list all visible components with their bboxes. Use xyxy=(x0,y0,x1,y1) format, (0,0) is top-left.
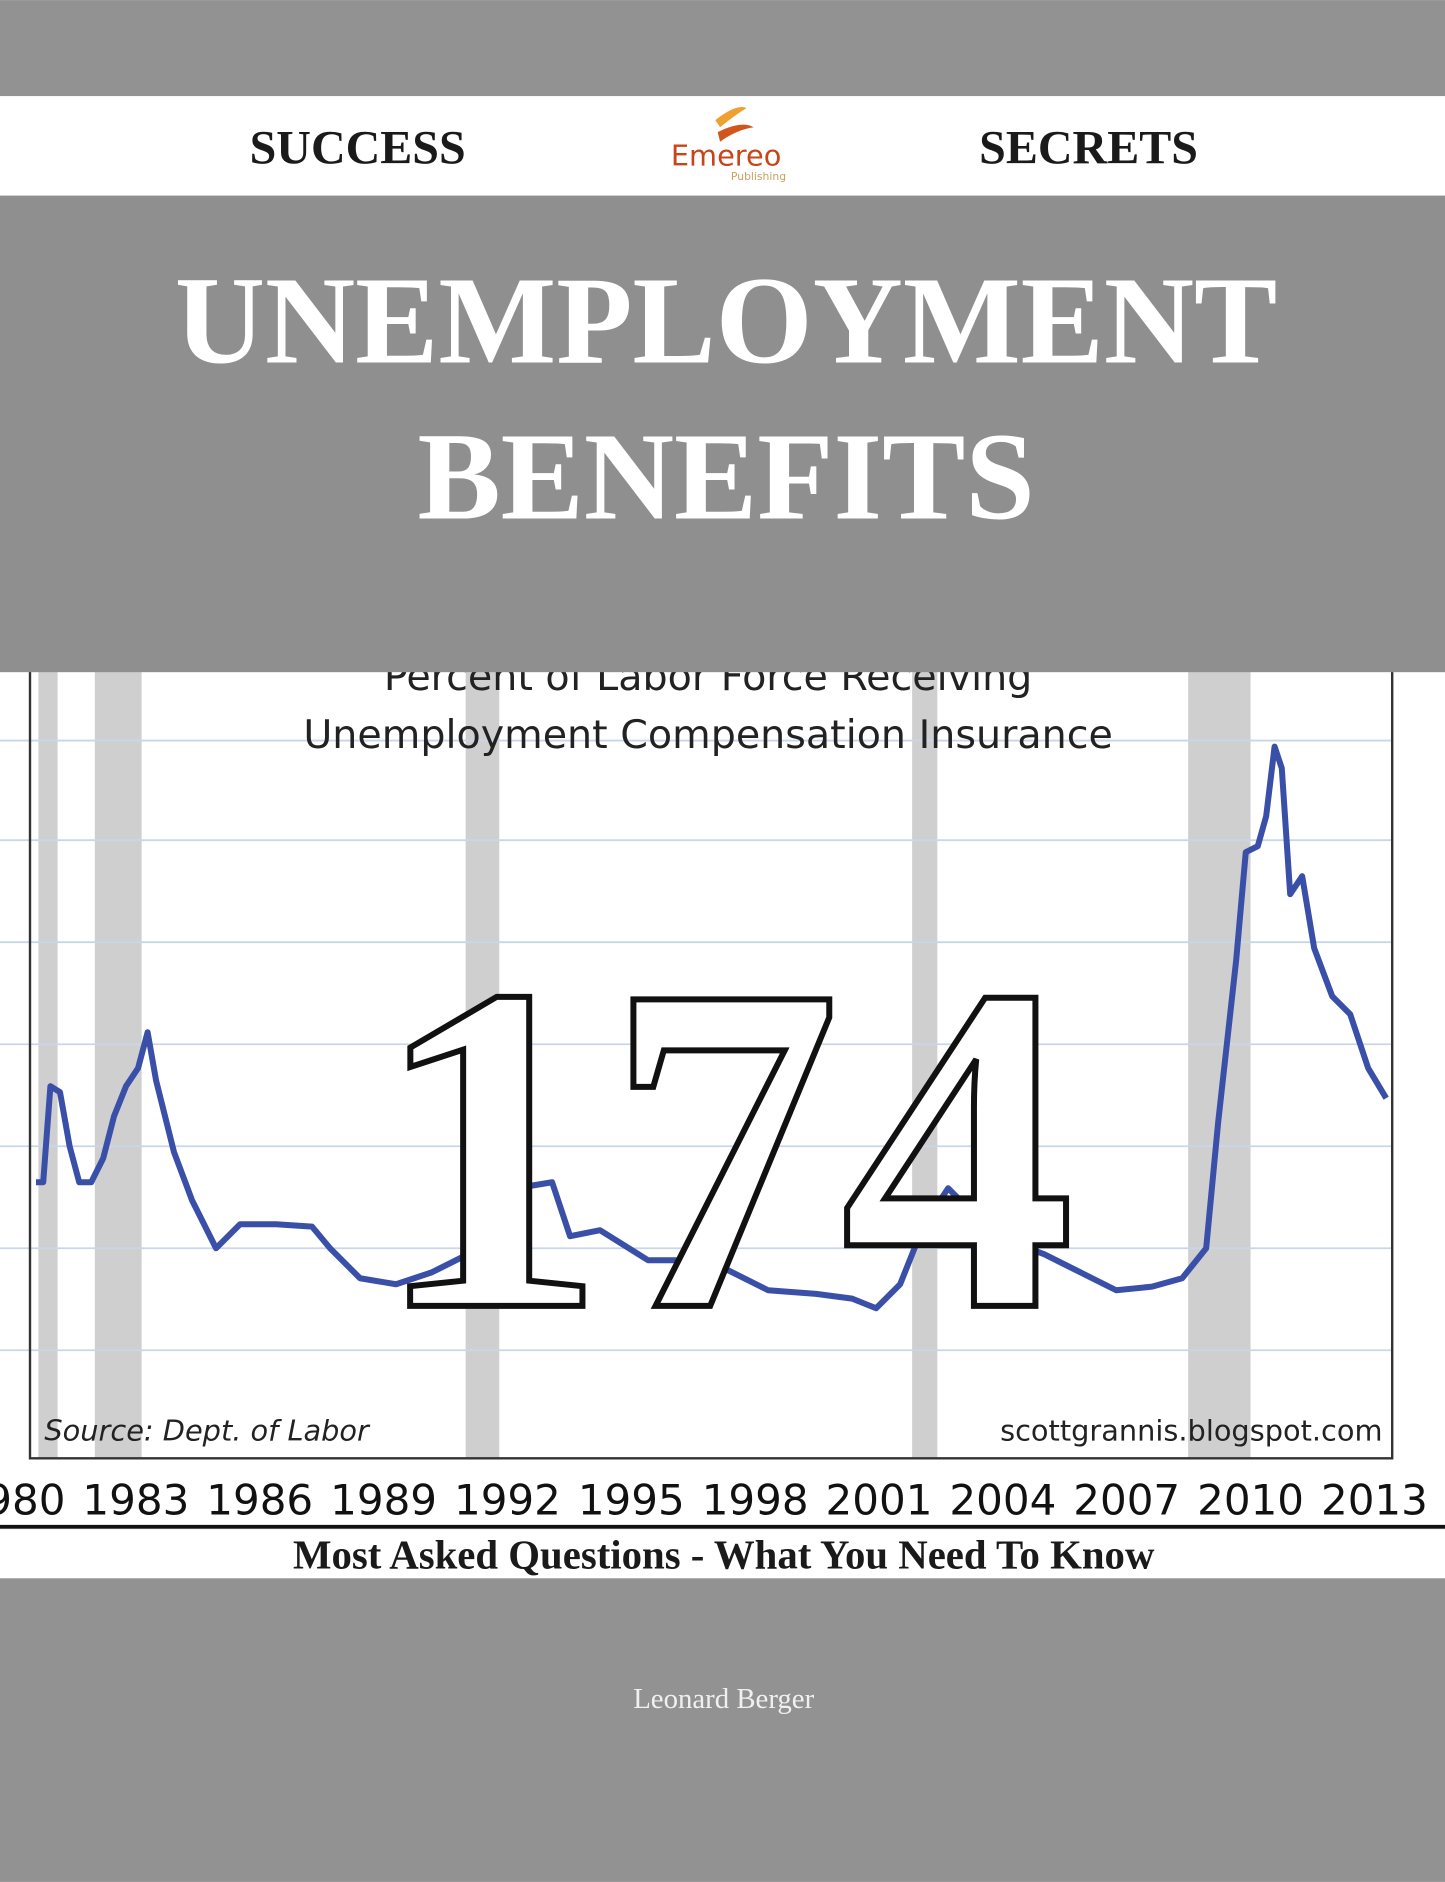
recession-band xyxy=(94,648,142,1459)
x-label: 1989 xyxy=(330,1476,437,1525)
x-label: 1992 xyxy=(454,1476,561,1525)
x-label: 1986 xyxy=(206,1476,313,1525)
recession-bands xyxy=(38,648,1251,1459)
recession-band xyxy=(38,648,58,1459)
x-label: 1983 xyxy=(82,1476,189,1525)
x-label: 2001 xyxy=(826,1476,933,1525)
title-line: UNEMPLOYMENT xyxy=(175,252,1277,390)
x-label: 1995 xyxy=(578,1476,685,1525)
subtitle: Most Asked Questions - What You Need To … xyxy=(293,1533,1155,1578)
title-band xyxy=(0,195,1445,673)
chart-title-line: Unemployment Compensation Insurance xyxy=(303,712,1113,758)
x-label: 1998 xyxy=(702,1476,809,1525)
recession-band xyxy=(912,648,938,1459)
x-label: 2010 xyxy=(1197,1476,1304,1525)
header-left: SUCCESS xyxy=(250,121,466,174)
chart-line xyxy=(36,743,1389,1312)
x-label: 2007 xyxy=(1073,1476,1180,1525)
x-label: 2013 xyxy=(1321,1476,1428,1525)
subtitle-band xyxy=(0,1529,1445,1579)
logo-mark xyxy=(715,107,747,128)
chart-credit: scottgrannis.blogspot.com xyxy=(1000,1413,1383,1447)
grid xyxy=(0,739,1393,1352)
x-label: 1980 xyxy=(0,1476,65,1525)
logo-text: Emereo xyxy=(671,139,782,173)
x-labels: 1980 1983 1986 1989 1992 1995 1998 2001 2004 2007… xyxy=(0,1476,1428,1525)
recession-band xyxy=(1188,648,1251,1459)
background-chart: Percent of Labor Force Receiving Unemplo… xyxy=(0,648,1445,1527)
header-right: SECRETS xyxy=(979,121,1198,174)
question-count: 174 xyxy=(373,890,1075,1408)
author: Leonard Berger xyxy=(633,1683,814,1715)
logo-subtext: Publishing xyxy=(731,170,786,183)
chart-source: Source: Dept. of Labor xyxy=(44,1413,371,1447)
recession-band xyxy=(465,648,500,1459)
chart-frame xyxy=(28,648,1394,1460)
x-label: 2004 xyxy=(949,1476,1056,1525)
header-band xyxy=(0,96,1445,196)
logo: Emereo Publishing xyxy=(671,107,786,183)
logo-mark xyxy=(717,124,754,142)
title-line: BENEFITS xyxy=(417,408,1034,546)
